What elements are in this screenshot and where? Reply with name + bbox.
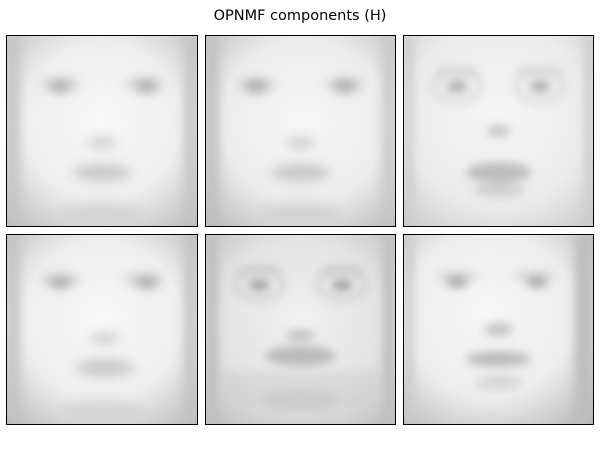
component-5-image	[205, 234, 396, 425]
component-3-image	[403, 35, 594, 227]
component-2-image	[205, 35, 396, 227]
component-4-image	[6, 234, 198, 425]
component-6-image	[403, 234, 594, 425]
figure-title: OPNMF components (H)	[213, 8, 387, 24]
component-1-image	[6, 35, 198, 227]
